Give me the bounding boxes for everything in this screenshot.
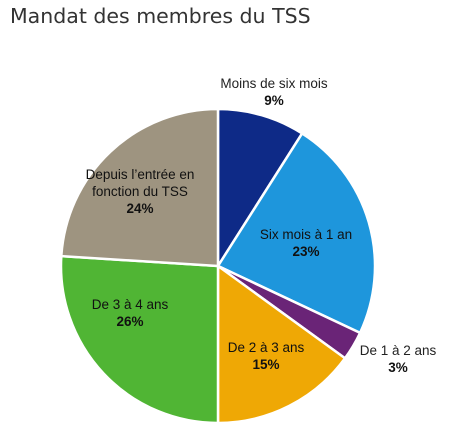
slice-value-label: 9% bbox=[264, 93, 284, 108]
slice-value-label: 23% bbox=[292, 244, 319, 259]
pie-slice bbox=[216, 107, 304, 271]
slice-label: Six mois à 1 an bbox=[260, 227, 352, 242]
pie-slice bbox=[216, 263, 347, 425]
pie-slice bbox=[59, 254, 220, 425]
slice-label: fonction du TSS bbox=[92, 184, 188, 199]
slice-label: De 2 à 3 ans bbox=[228, 340, 305, 355]
slice-value-label: 24% bbox=[126, 201, 153, 216]
slice-label: Depuis l’entrée en bbox=[86, 167, 195, 182]
slice-label: De 1 à 2 ans bbox=[360, 343, 437, 358]
pie-slice bbox=[216, 131, 377, 335]
pie-slice bbox=[59, 107, 220, 268]
slice-value-label: 26% bbox=[116, 314, 143, 329]
slice-value-label: 3% bbox=[388, 360, 408, 375]
slice-label: De 3 à 4 ans bbox=[92, 297, 169, 312]
slice-label: Moins de six mois bbox=[220, 76, 328, 91]
chart-title: Mandat des membres du TSS bbox=[10, 4, 311, 28]
slice-value-label: 15% bbox=[252, 357, 279, 372]
